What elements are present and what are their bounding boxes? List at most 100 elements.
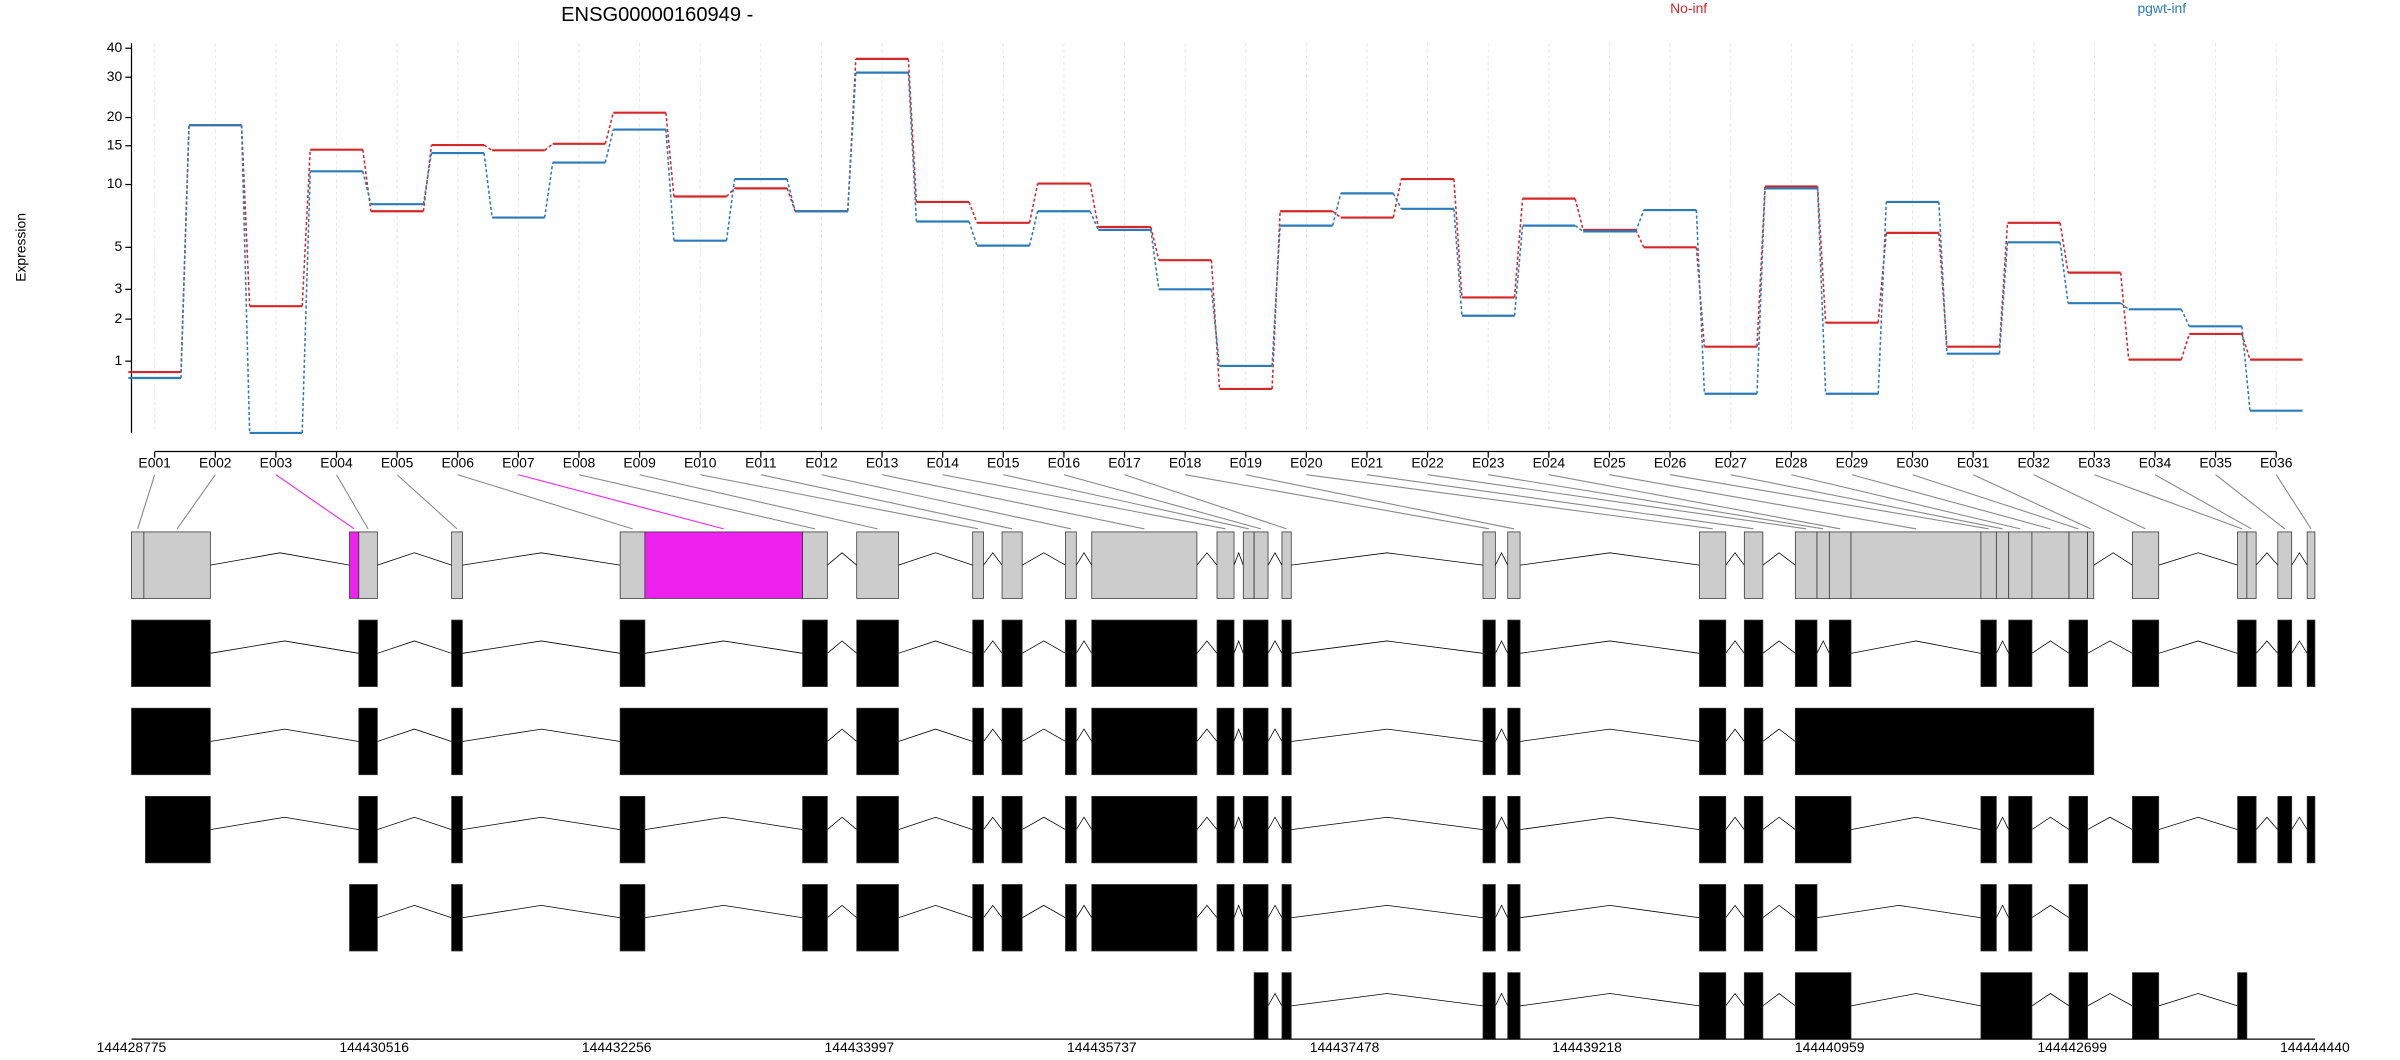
series-connector bbox=[1816, 188, 1827, 394]
intron bbox=[1267, 640, 1283, 654]
series-connector bbox=[846, 72, 857, 212]
exon-connector bbox=[1851, 474, 2051, 530]
intron bbox=[1291, 640, 1484, 654]
intron bbox=[898, 640, 973, 654]
intron bbox=[1725, 640, 1745, 654]
exon bbox=[1980, 531, 1997, 599]
transcript-exon bbox=[1482, 884, 1496, 952]
series-connector bbox=[1392, 178, 1403, 218]
exon-connector bbox=[1306, 474, 1713, 530]
transcript-exon bbox=[1980, 795, 1997, 864]
x-tick-label: E011 bbox=[745, 455, 777, 471]
exon-connector bbox=[137, 474, 156, 530]
intron bbox=[983, 640, 1003, 654]
exon-connector bbox=[518, 474, 724, 530]
series-connector bbox=[543, 162, 554, 218]
intron bbox=[2158, 816, 2238, 830]
transcript-exon bbox=[802, 884, 828, 952]
intron bbox=[210, 552, 350, 566]
x-tick-label: E010 bbox=[684, 455, 717, 471]
intron bbox=[2255, 816, 2279, 830]
x-tick-label: E014 bbox=[926, 455, 959, 471]
transcript-exon bbox=[1794, 707, 2095, 776]
transcript-exon bbox=[1242, 707, 1269, 776]
intron bbox=[1816, 904, 1981, 919]
series-connector bbox=[1756, 186, 1766, 347]
transcript-exon bbox=[2132, 795, 2160, 864]
x-tick-label: E032 bbox=[2018, 455, 2051, 471]
exon bbox=[1091, 531, 1198, 599]
series-connector bbox=[1635, 209, 1645, 232]
intron bbox=[1762, 993, 1796, 1007]
intron bbox=[210, 640, 359, 654]
intron bbox=[898, 816, 973, 830]
y-tick-label: 15 bbox=[107, 136, 123, 152]
intron bbox=[1196, 904, 1218, 918]
x-tick-label: E017 bbox=[1108, 455, 1141, 471]
series-connector bbox=[604, 129, 615, 163]
intron bbox=[2031, 816, 2070, 830]
series-connector bbox=[2180, 333, 2191, 360]
transcript-exon bbox=[2008, 619, 2033, 687]
x-tick-label: E033 bbox=[2078, 455, 2111, 471]
transcript-exon bbox=[2008, 884, 2033, 952]
transcript-exon bbox=[1794, 972, 1852, 1040]
series-connector bbox=[2059, 242, 2069, 304]
series-connector bbox=[1331, 193, 1342, 226]
series-connector bbox=[786, 188, 796, 212]
transcript-exon bbox=[2068, 972, 2088, 1040]
series-connector bbox=[1756, 188, 1766, 394]
x-tick-label: E001 bbox=[138, 455, 171, 471]
series-connector bbox=[483, 144, 493, 152]
transcript-exon bbox=[1482, 707, 1496, 776]
y-axis-label: Expression bbox=[12, 213, 28, 282]
transcript-exon bbox=[619, 707, 828, 776]
intron bbox=[1495, 551, 1509, 566]
series-connector bbox=[1938, 201, 1948, 354]
transcript-exon bbox=[1507, 619, 1521, 687]
intron bbox=[2031, 993, 2070, 1007]
intron bbox=[1495, 728, 1509, 742]
intron bbox=[1725, 992, 1745, 1007]
transcript-exon bbox=[802, 795, 828, 864]
intron bbox=[377, 728, 452, 742]
exon-connector bbox=[1912, 474, 2079, 530]
intron bbox=[462, 552, 621, 566]
intron bbox=[1196, 640, 1218, 654]
transcript-exon bbox=[1065, 619, 1077, 687]
series-connector bbox=[725, 187, 736, 198]
intron bbox=[1520, 816, 1700, 830]
exon-connector bbox=[821, 474, 1071, 530]
genomic-tick-label: 144444440 bbox=[2280, 1039, 2350, 1055]
intron bbox=[1291, 728, 1484, 742]
exon bbox=[2246, 531, 2257, 599]
intron bbox=[2255, 552, 2279, 566]
transcript-exon bbox=[1065, 707, 1077, 776]
chart-title: ENSG00000160949 - bbox=[561, 4, 753, 26]
intron bbox=[983, 904, 1003, 918]
intron bbox=[898, 904, 973, 919]
series-connector bbox=[1453, 178, 1463, 298]
exon-connector bbox=[2215, 474, 2286, 530]
exon bbox=[143, 531, 211, 599]
transcript-exon bbox=[856, 795, 899, 864]
transcript-exon bbox=[1091, 884, 1198, 952]
series-connector bbox=[1332, 210, 1342, 219]
transcript-exon bbox=[1482, 795, 1496, 864]
transcript-exon bbox=[619, 795, 646, 864]
intron bbox=[1520, 993, 1700, 1007]
series-connector bbox=[362, 171, 372, 205]
intron bbox=[1267, 816, 1283, 830]
series-connector bbox=[1513, 198, 1524, 298]
exon-connector bbox=[336, 474, 369, 530]
intron bbox=[1725, 816, 1745, 830]
intron bbox=[1291, 993, 1484, 1007]
transcript-exon bbox=[972, 619, 984, 687]
exon bbox=[1253, 531, 1269, 599]
intron bbox=[1495, 640, 1509, 654]
intron bbox=[1520, 904, 1700, 919]
intron bbox=[644, 640, 803, 654]
legend-entry: No-inf bbox=[1670, 0, 1707, 16]
series-connector bbox=[1513, 225, 1524, 316]
intron bbox=[1233, 639, 1244, 654]
